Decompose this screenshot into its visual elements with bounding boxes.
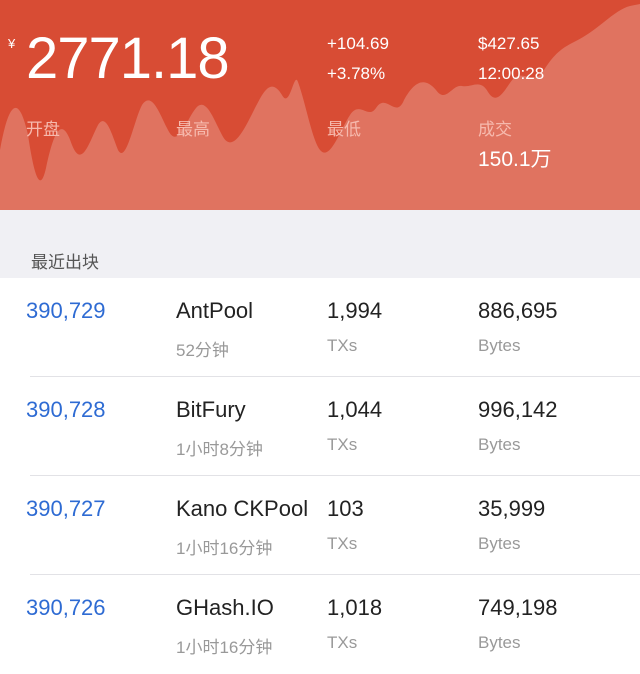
block-height-link[interactable]: 390,729	[26, 298, 106, 323]
current-price: 2771.18	[26, 26, 230, 91]
block-tx-count: 1,044	[327, 397, 383, 422]
block-size-unit: Bytes	[478, 633, 521, 652]
high-label: 最高	[176, 120, 210, 139]
volume-label: 成交	[478, 120, 512, 139]
price-header: ¥ 2771.18 +104.69 +3.78% $427.65 12:00:2…	[0, 0, 640, 210]
section-header	[0, 210, 640, 278]
price-change-absolute: +104.69	[327, 34, 389, 53]
block-tx-unit: TXs	[327, 534, 358, 553]
block-age: 52分钟	[176, 341, 229, 360]
block-tx-unit: TXs	[327, 336, 358, 355]
block-age: 1小时8分钟	[176, 440, 263, 459]
block-tx-unit: TXs	[327, 633, 358, 652]
low-label: 最低	[327, 120, 361, 139]
block-size: 749,198	[478, 595, 558, 620]
block-row[interactable]: 390,729 AntPool 52分钟 1,994 TXs 886,695 B…	[0, 278, 640, 377]
block-tx-count: 1,994	[327, 298, 383, 323]
price-change-percent: +3.78%	[327, 64, 386, 83]
recent-blocks-title: 最近出块	[31, 253, 99, 272]
block-size: 35,999	[478, 496, 546, 521]
row-divider	[30, 376, 640, 377]
block-pool: BitFury	[176, 397, 246, 422]
block-size: 886,695	[478, 298, 558, 323]
block-height-link[interactable]: 390,726	[26, 595, 106, 620]
volume-value: 150.1万	[478, 148, 552, 171]
block-size-unit: Bytes	[478, 534, 521, 553]
price-history-wave	[0, 4, 640, 210]
recent-blocks-list: 390,729 AntPool 52分钟 1,994 TXs 886,695 B…	[0, 278, 640, 674]
block-tx-count: 103	[327, 496, 364, 521]
block-pool: AntPool	[176, 298, 254, 323]
row-divider	[30, 475, 640, 476]
block-row[interactable]: 390,727 Kano CKPool 1小时16分钟 103 TXs 35,9…	[0, 476, 640, 575]
block-row[interactable]: 390,728 BitFury 1小时8分钟 1,044 TXs 996,142…	[0, 377, 640, 476]
block-pool: Kano CKPool	[176, 496, 309, 521]
open-label: 开盘	[26, 120, 60, 139]
block-height-link[interactable]: 390,728	[26, 397, 106, 422]
block-size: 996,142	[478, 397, 558, 422]
block-height-link[interactable]: 390,727	[26, 496, 106, 521]
block-age: 1小时16分钟	[176, 638, 273, 657]
block-pool: GHash.IO	[176, 595, 274, 620]
block-size-unit: Bytes	[478, 435, 521, 454]
block-row[interactable]: 390,726 GHash.IO 1小时16分钟 1,018 TXs 749,1…	[0, 575, 640, 674]
block-age: 1小时16分钟	[176, 539, 273, 558]
usd-price: $427.65	[478, 34, 540, 53]
row-divider	[30, 574, 640, 575]
block-tx-count: 1,018	[327, 595, 383, 620]
currency-symbol: ¥	[8, 36, 16, 51]
block-size-unit: Bytes	[478, 336, 521, 355]
update-time: 12:00:28	[478, 64, 545, 83]
block-tx-unit: TXs	[327, 435, 358, 454]
